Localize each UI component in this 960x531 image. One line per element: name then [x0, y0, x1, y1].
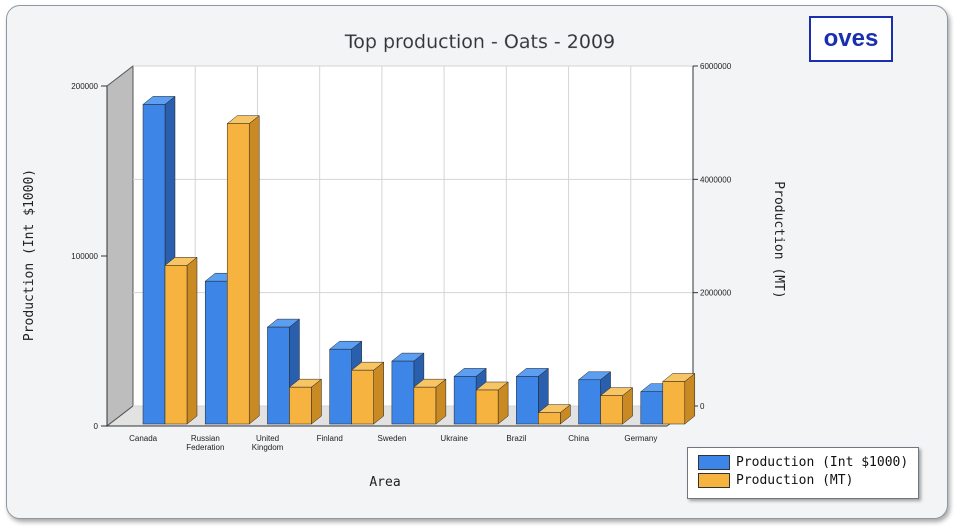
- legend-item-mt: Production (MT): [698, 472, 853, 490]
- bar-int: [516, 376, 539, 425]
- logo-stamp: oves: [809, 16, 893, 62]
- x-tick-label: Germany: [624, 434, 657, 443]
- x-tick-label: Canada: [129, 434, 158, 443]
- x-tick-label: Sweden: [378, 434, 407, 443]
- bar-int: [453, 376, 477, 425]
- bar-mt: [475, 389, 499, 425]
- x-tick-label: United: [256, 434, 279, 443]
- legend-label-int: Production (Int $1000): [736, 455, 909, 470]
- bar-int: [204, 280, 228, 425]
- bar-mt: [538, 412, 561, 425]
- y-right-tick-label: 4000000: [700, 175, 732, 184]
- bar-int: [329, 348, 352, 425]
- x-tick-label: Kingdom: [252, 443, 284, 452]
- bar-int: [578, 379, 601, 425]
- bar-int: [267, 326, 290, 425]
- x-tick-label: China: [568, 434, 589, 443]
- y-left-tick-label: 0: [94, 422, 99, 431]
- y-right-tick-label: 6000000: [700, 62, 732, 71]
- bar-int: [391, 360, 415, 425]
- bar-mt-side: [373, 361, 384, 425]
- x-tick-label: Russian: [191, 434, 220, 443]
- bar-mt: [289, 386, 312, 425]
- bar-mt: [413, 386, 437, 425]
- x-axis-label: Area: [369, 475, 400, 490]
- bar-mt: [662, 381, 686, 425]
- y-axis-left-label: Production (Int $1000): [22, 169, 37, 341]
- bar-mt-side: [186, 256, 198, 425]
- bar-int: [142, 104, 166, 425]
- x-tick-label: Brazil: [506, 434, 526, 443]
- x-tick-label: Ukraine: [440, 434, 468, 443]
- bar-mt-side: [248, 115, 260, 425]
- legend-label-mt: Production (MT): [736, 473, 854, 488]
- y-right-tick-label: 0: [700, 402, 705, 411]
- bar-mt: [351, 369, 374, 425]
- chart-title: Top production - Oats - 2009: [344, 31, 615, 53]
- legend-item-int: Production (Int $1000): [698, 454, 908, 472]
- left-wall: [106, 64, 134, 428]
- y-axis-right-label: Production (MT): [771, 181, 786, 298]
- bar-mt: [164, 265, 188, 425]
- bar-mt: [600, 395, 623, 425]
- x-tick-label: Federation: [186, 443, 224, 452]
- y-left-tick-label: 200000: [71, 82, 98, 91]
- bar-int: [640, 391, 664, 425]
- y-left-tick-label: 100000: [71, 252, 98, 261]
- x-tick-label: Finland: [317, 434, 343, 443]
- bar-mt: [226, 123, 250, 425]
- legend-swatch-mt: [698, 473, 730, 488]
- y-right-tick-label: 2000000: [700, 289, 732, 298]
- legend-swatch-int: [698, 455, 730, 470]
- bar-mt-side: [684, 372, 696, 425]
- legend: Production (Int $1000) Production (MT): [687, 447, 919, 499]
